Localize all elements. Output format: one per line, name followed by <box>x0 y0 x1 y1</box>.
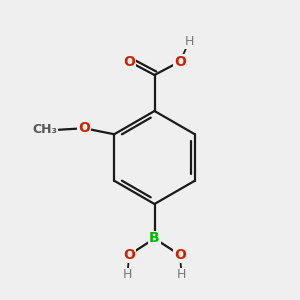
Text: O: O <box>123 248 135 262</box>
Text: O: O <box>174 55 186 68</box>
Text: H: H <box>177 268 186 281</box>
Text: O: O <box>123 55 135 68</box>
Text: CH₃: CH₃ <box>32 123 57 136</box>
Text: O: O <box>174 248 186 262</box>
Text: H: H <box>184 35 194 49</box>
Text: O: O <box>78 121 90 135</box>
Text: B: B <box>149 232 160 245</box>
Text: H: H <box>123 268 132 281</box>
Text: methoxy: methoxy <box>56 129 62 130</box>
